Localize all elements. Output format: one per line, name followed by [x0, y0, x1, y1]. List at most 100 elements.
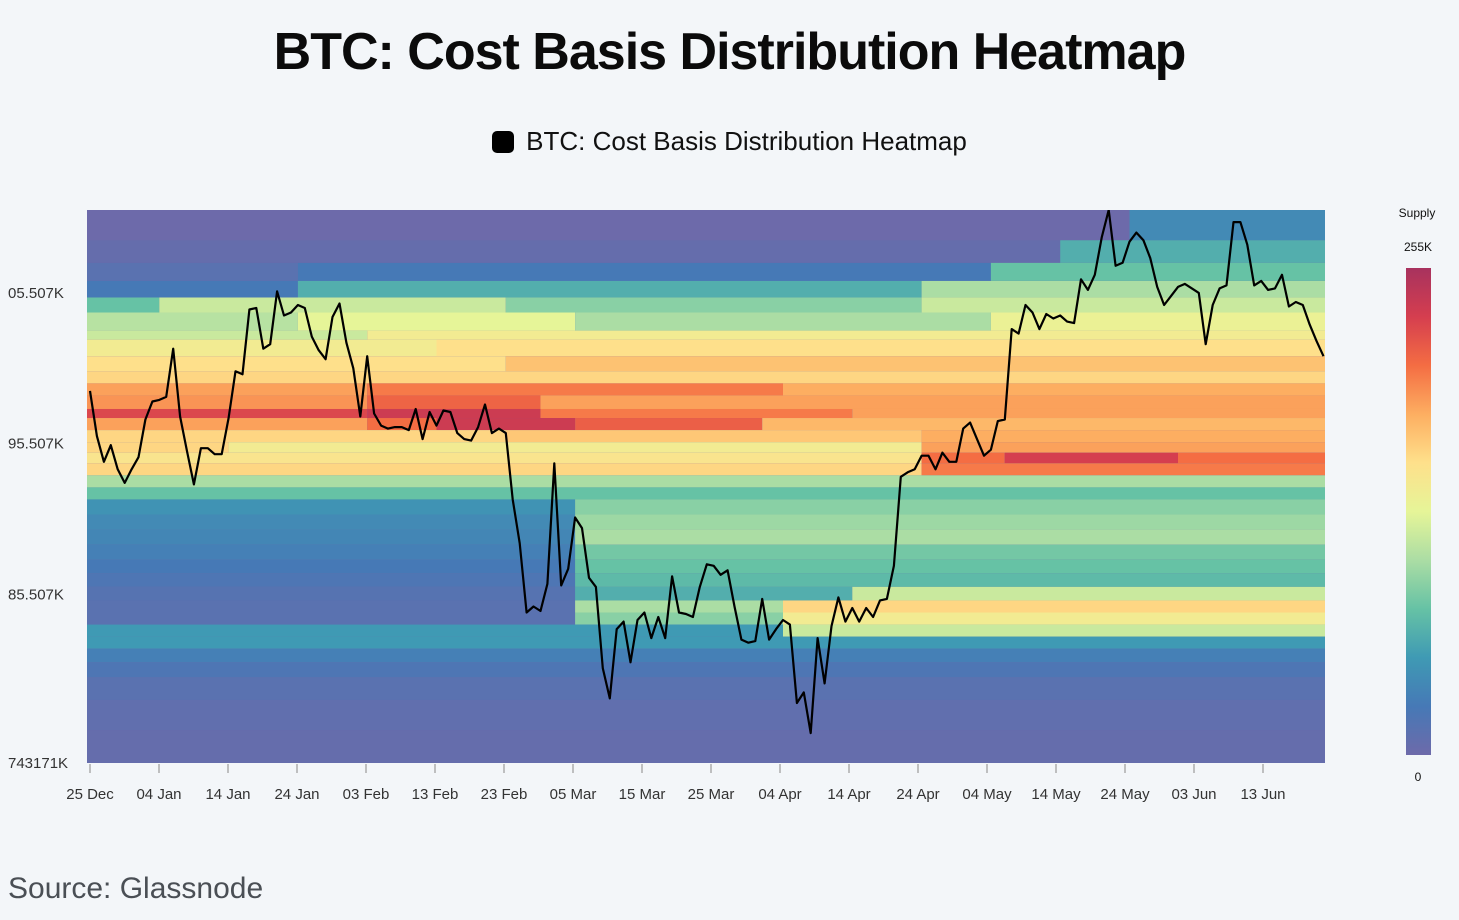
x-tick-label: 25 Mar — [688, 786, 735, 803]
x-tick-label: 14 May — [1031, 786, 1081, 803]
heatmap-cell — [297, 312, 576, 331]
heatmap-cell — [575, 544, 1325, 560]
heatmap-cell — [436, 339, 1325, 357]
heatmap-cell — [575, 586, 853, 601]
x-tick-label: 25 Dec — [66, 786, 114, 803]
legend[interactable]: BTC: Cost Basis Distribution Heatmap — [0, 126, 1459, 157]
heatmap-cell — [87, 600, 576, 613]
heatmap-cell — [505, 297, 922, 313]
heatmap-cell — [87, 648, 1325, 663]
heatmap-cell — [228, 442, 922, 453]
y-tick-label: 05.507K — [8, 285, 64, 302]
source-note: Source: Glassnode — [8, 872, 264, 905]
heatmap-cell — [367, 408, 541, 419]
y-axis: 05.507K 95.507K 85.507K 743171K — [8, 285, 68, 772]
heatmap-cell — [921, 463, 1325, 476]
heatmap-cell — [921, 442, 1325, 453]
heatmap-cell — [87, 529, 576, 545]
heatmap-cell — [783, 624, 1325, 637]
heatmap-cell — [921, 430, 1325, 443]
y-tick-label: 743171K — [8, 755, 68, 772]
heatmap-cell — [783, 612, 1325, 625]
heatmap-cell — [87, 487, 1325, 500]
heatmap-cell — [575, 312, 991, 331]
colorbar-min-label: 0 — [1415, 770, 1422, 784]
heatmap-cell — [87, 442, 229, 453]
heatmap-cell — [852, 586, 1325, 601]
heatmap-cell — [87, 240, 1061, 263]
heatmap-cell — [87, 371, 1325, 384]
heatmap-cell — [575, 514, 1325, 530]
chart-title: BTC: Cost Basis Distribution Heatmap — [273, 23, 1187, 81]
heatmap-cell — [87, 430, 506, 443]
heatmap-cell — [990, 262, 1325, 281]
x-tick-label: 13 Jun — [1240, 786, 1285, 803]
colorbar-max-label: 255K — [1404, 240, 1432, 254]
heatmap-cell — [87, 499, 576, 515]
heatmap-cell — [575, 529, 1325, 545]
colorbar-title: Supply — [1399, 206, 1436, 220]
price-series — [88, 210, 1325, 735]
heatmap-cell — [1004, 452, 1179, 464]
heatmap-cell — [505, 430, 922, 443]
heatmap-cell — [852, 408, 1325, 419]
heatmap-cell — [575, 418, 763, 431]
heatmap-cell — [87, 699, 1325, 731]
heatmap-cell — [505, 356, 1325, 372]
heatmap-cell — [87, 395, 368, 409]
heatmap-cell — [367, 395, 541, 409]
x-tick-label: 15 Mar — [619, 786, 666, 803]
heatmap-cell — [783, 383, 1325, 396]
x-tick-label: 24 May — [1100, 786, 1150, 803]
heatmap-cell — [575, 612, 783, 625]
heatmap-cell — [87, 573, 576, 587]
heatmap-cell — [87, 559, 576, 574]
heatmap-cell — [87, 330, 368, 340]
heatmap-cell — [87, 408, 368, 419]
heatmap-cell — [87, 612, 576, 625]
heatmap-cell — [87, 262, 298, 281]
heatmap-cell — [921, 452, 1005, 464]
y-tick-label: 95.507K — [8, 436, 64, 453]
heatmap-cell — [87, 677, 1325, 700]
heatmap-cell — [762, 418, 1325, 431]
heatmap-cell — [87, 544, 576, 560]
heatmap-cell — [87, 312, 298, 331]
price-line — [88, 210, 1325, 735]
legend-label: BTC: Cost Basis Distribution Heatmap — [526, 126, 967, 156]
heatmap-cell — [87, 356, 506, 372]
heatmap-cell — [1129, 210, 1325, 241]
x-tick-label: 03 Jun — [1171, 786, 1216, 803]
heatmap-cell — [87, 210, 1130, 241]
heatmap-cell — [87, 662, 1325, 678]
heatmap-cell — [297, 280, 922, 298]
x-tick-label: 14 Jan — [205, 786, 250, 803]
heatmap-cell — [575, 559, 1325, 574]
x-tick-label: 14 Apr — [827, 786, 870, 803]
x-tick-label: 04 Jan — [136, 786, 181, 803]
heatmap-cell — [87, 475, 1325, 488]
heatmap-cells — [87, 210, 1325, 763]
y-tick-label: 85.507K — [8, 586, 64, 603]
heatmap-cell — [575, 600, 783, 613]
x-tick-label: 03 Feb — [343, 786, 390, 803]
heatmap-cell — [367, 383, 783, 396]
heatmap-cell — [1178, 452, 1325, 464]
heatmap-cell — [87, 297, 160, 313]
x-tick-label: 24 Jan — [274, 786, 319, 803]
heatmap-cell — [783, 600, 1325, 613]
heatmap-cell — [159, 297, 506, 313]
x-tick-label: 04 May — [962, 786, 1012, 803]
heatmap-cell — [87, 383, 368, 396]
heatmap-cell — [921, 280, 1325, 298]
x-axis: 25 Dec 04 Jan 14 Jan 24 Jan 03 Feb 13 Feb 23 F… — [66, 764, 1286, 803]
heatmap-cell — [540, 395, 1325, 409]
heatmap-cell — [87, 463, 922, 476]
heatmap-cell — [87, 452, 922, 464]
heatmap-cell — [921, 297, 1325, 313]
heatmap-cell — [87, 514, 576, 530]
heatmap-cell — [436, 418, 576, 431]
heatmap-cell — [87, 636, 1325, 649]
x-tick-label: 04 Apr — [758, 786, 801, 803]
